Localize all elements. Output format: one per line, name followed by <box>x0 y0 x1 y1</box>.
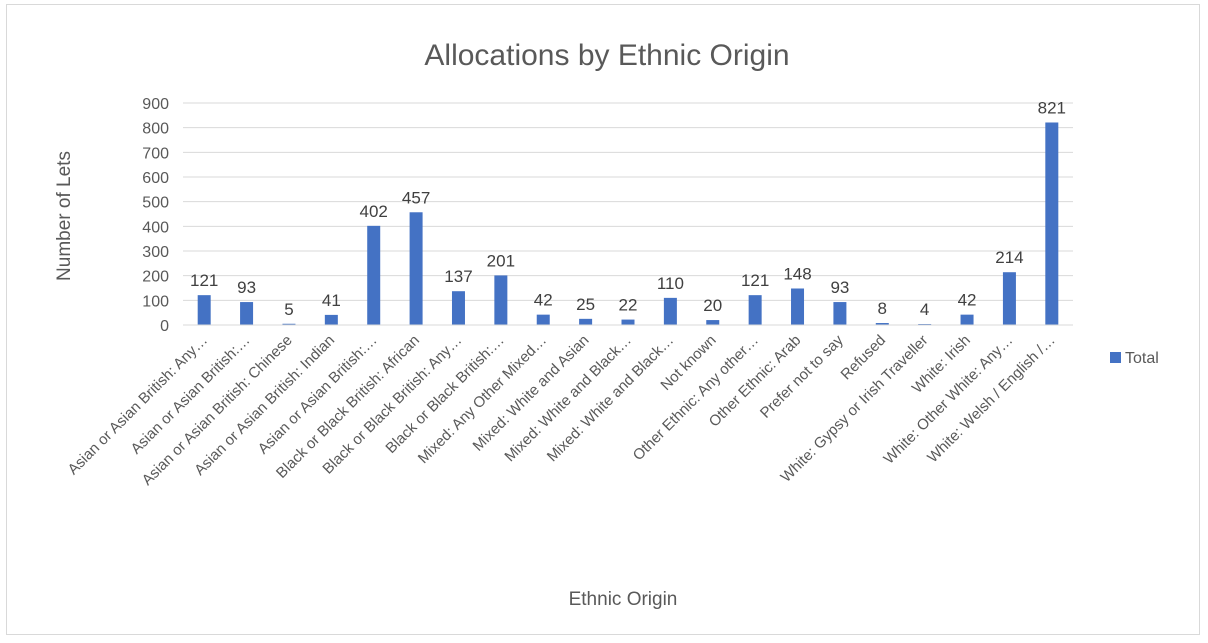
y-axis-ticks: 0 100 200 300 400 500 600 700 800 900 <box>142 96 169 335</box>
chart-title: Allocations by Ethnic Origin <box>424 39 789 72</box>
data-label: 121 <box>190 271 218 290</box>
bar <box>579 318 593 325</box>
bar <box>833 302 847 325</box>
bar <box>875 323 889 325</box>
y-axis-title: Number of Lets <box>54 151 75 281</box>
bar <box>1045 122 1059 325</box>
data-label: 201 <box>487 251 515 270</box>
data-label: 93 <box>830 278 849 297</box>
data-label: 5 <box>284 300 293 319</box>
bar <box>621 319 635 325</box>
data-label: 821 <box>1038 98 1066 117</box>
legend: Total <box>1110 350 1159 367</box>
bar <box>197 295 211 325</box>
y-tick-label: 500 <box>142 195 169 212</box>
data-label: 25 <box>576 295 595 314</box>
data-label: 457 <box>402 188 430 207</box>
data-label: 137 <box>444 267 472 286</box>
bar <box>706 320 720 325</box>
data-label: 148 <box>783 264 811 283</box>
y-tick-label: 200 <box>142 269 169 286</box>
data-label: 214 <box>995 248 1023 267</box>
data-label: 42 <box>534 291 553 310</box>
y-tick-label: 100 <box>142 293 169 310</box>
bar <box>409 212 423 325</box>
data-label: 8 <box>878 299 887 318</box>
bar <box>536 314 550 325</box>
legend-swatch <box>1110 352 1121 363</box>
bars <box>197 122 1059 325</box>
bar <box>748 295 762 325</box>
data-label: 402 <box>360 202 388 221</box>
bar <box>494 275 508 325</box>
bar <box>282 323 296 325</box>
data-label: 93 <box>237 278 256 297</box>
bar-chart: Allocations by Ethnic Origin 0 100 200 300 4… <box>54 39 1159 610</box>
data-label: 4 <box>920 300 929 319</box>
y-tick-label: 0 <box>160 318 169 335</box>
y-tick-label: 400 <box>142 219 169 236</box>
bar <box>324 314 338 325</box>
y-tick-label: 700 <box>142 145 169 162</box>
data-labels: 121 93 5 41 402 457 137 201 42 25 22 110 20 121 148 93 8… <box>190 98 1066 319</box>
data-label: 121 <box>741 271 769 290</box>
bar <box>240 302 254 325</box>
bar <box>791 288 805 325</box>
data-label: 41 <box>322 291 341 310</box>
y-tick-label: 800 <box>142 121 169 138</box>
legend-label: Total <box>1125 350 1159 367</box>
y-tick-label: 300 <box>142 244 169 261</box>
bar <box>1002 272 1016 325</box>
y-tick-label: 600 <box>142 170 169 187</box>
bar <box>960 314 974 325</box>
gridlines <box>183 102 1073 301</box>
data-label: 110 <box>657 274 684 293</box>
bar <box>367 225 381 325</box>
x-axis-category-labels: Asian or Asian British: Any…Asian or Asi… <box>65 331 1059 488</box>
data-label: 22 <box>619 296 638 315</box>
bar <box>451 291 465 325</box>
data-label: 42 <box>958 291 977 310</box>
data-label: 20 <box>703 296 722 315</box>
bar <box>663 297 677 325</box>
chart-area: Allocations by Ethnic Origin 0 100 200 300 4… <box>6 4 1200 635</box>
y-tick-label: 900 <box>142 96 169 113</box>
x-axis-title: Ethnic Origin <box>569 589 678 610</box>
